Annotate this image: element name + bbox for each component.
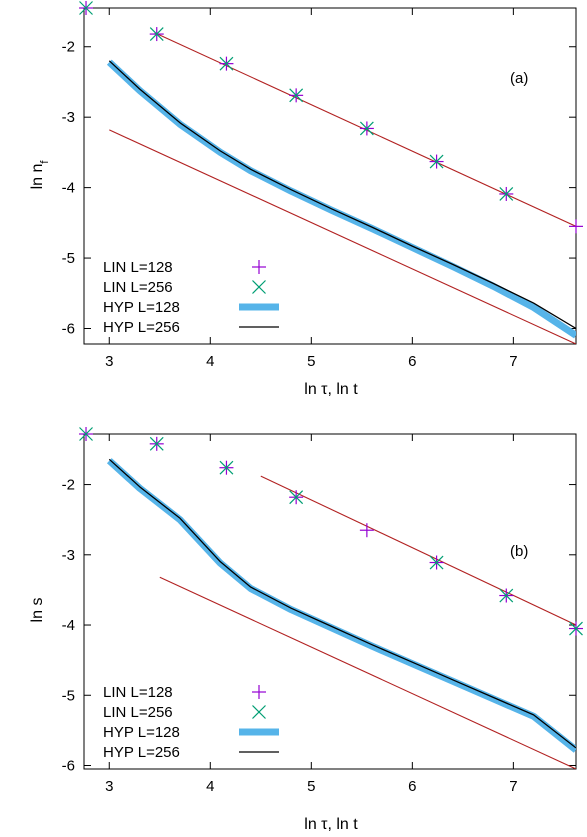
data-point-plus [569,219,583,234]
legend-label: LIN L=128 [103,684,173,701]
data-point-cross [499,187,514,201]
data-point-cross [429,154,444,169]
x-tick-label: 5 [307,353,315,370]
x-tick-label: 6 [408,353,416,370]
data-point-cross [569,621,583,636]
data-point-cross [359,121,374,136]
legend: LIN L=128 LIN L=256 HYP L=128 HYP L=256 [103,684,279,761]
series-line-hyp-l-256 [108,458,576,749]
x-tick-label: 4 [206,778,214,795]
y-tick-label: -6 [62,757,75,774]
legend-swatch-cross [252,705,266,719]
y-tick-label: -4 [62,617,75,634]
cross-b [79,1,93,15]
plot-frame [83,433,577,770]
x-axis-label-b: ln τ, ln t [304,816,358,833]
legend: LIN L=128 LIN L=256 HYP L=128 HYP L=256 [103,259,279,336]
legend-label: HYP L=128 [103,724,180,741]
x-tick-label: 3 [105,778,113,795]
y-tick-label: -2 [62,477,75,494]
data-point-plus [359,523,374,538]
data-point-cross [79,1,93,15]
y-tick-label: -5 [62,687,75,704]
data-point-cross [219,56,234,71]
plot-frame [83,7,577,345]
fit-line [109,129,576,344]
series-line-hyp-l-128 [106,59,576,339]
data-point-cross [149,27,164,41]
y-tick-label: -4 [62,180,75,197]
data-point-cross [219,460,234,475]
fit-line [260,475,576,626]
y-tick-label: -6 [62,321,75,338]
series-line-hyp-l-256 [108,60,576,330]
y-axis-label-a: ln nf [29,160,51,190]
y-tick-label: -2 [62,39,75,56]
data-point-cross [429,555,444,570]
legend-label: HYP L=256 [103,319,180,336]
cross-b [429,555,444,570]
legend-label: LIN L=256 [103,279,173,296]
data-point-cross [289,490,304,505]
cross-b [79,427,93,441]
x-tick-label: 3 [105,353,113,370]
data-point-cross [499,588,514,603]
panel-a: ln nf ln τ, ln t (a) 3 4 5 6 7 -2 -3 -4 -5 -6 LIN … [29,1,583,398]
legend-swatch-cross [252,280,266,294]
cross-b [252,280,266,294]
cross-b [499,588,514,603]
panel-label-b: (b) [510,543,528,560]
cross-b [149,27,164,41]
cross-b [359,121,374,136]
y-tick-label: -5 [62,250,75,267]
cross-b [569,621,583,636]
cross-b [429,154,444,169]
data-point-cross [149,436,164,451]
legend-label: HYP L=128 [103,299,180,316]
plot-area [106,458,576,769]
legend-swatch-plus [252,260,266,274]
x-tick-label: 5 [307,778,315,795]
x-tick-label: 4 [206,353,214,370]
cross-b [219,460,234,475]
cross-b [289,88,304,103]
x-tick-label: 6 [408,778,416,795]
legend-swatch-plus [252,685,266,699]
series-line-hyp-l-128 [106,458,576,753]
fit-line [159,576,576,769]
cross-b [499,187,514,201]
y-tick-label: -3 [62,547,75,564]
marker-layer [79,1,583,234]
x-axis-label-a: ln τ, ln t [304,381,358,398]
panel-label-a: (a) [510,70,528,87]
marker-layer [79,427,583,636]
cross-b [149,436,164,451]
legend-label: HYP L=256 [103,744,180,761]
x-tick-label: 7 [509,778,517,795]
y-axis-label-b: ln s [29,598,46,623]
cross-b [219,56,234,71]
cross-b [252,705,266,719]
y-tick-label: -3 [62,109,75,126]
panel-b: ln s ln τ, ln t (b) 3 4 5 6 7 -2 -3 -4 -5 -6 LIN L… [29,427,583,833]
data-point-cross [289,88,304,103]
legend-label: LIN L=128 [103,259,173,276]
data-point-cross [79,427,93,441]
cross-b [289,490,304,505]
x-tick-label: 7 [509,353,517,370]
legend-label: LIN L=256 [103,704,173,721]
